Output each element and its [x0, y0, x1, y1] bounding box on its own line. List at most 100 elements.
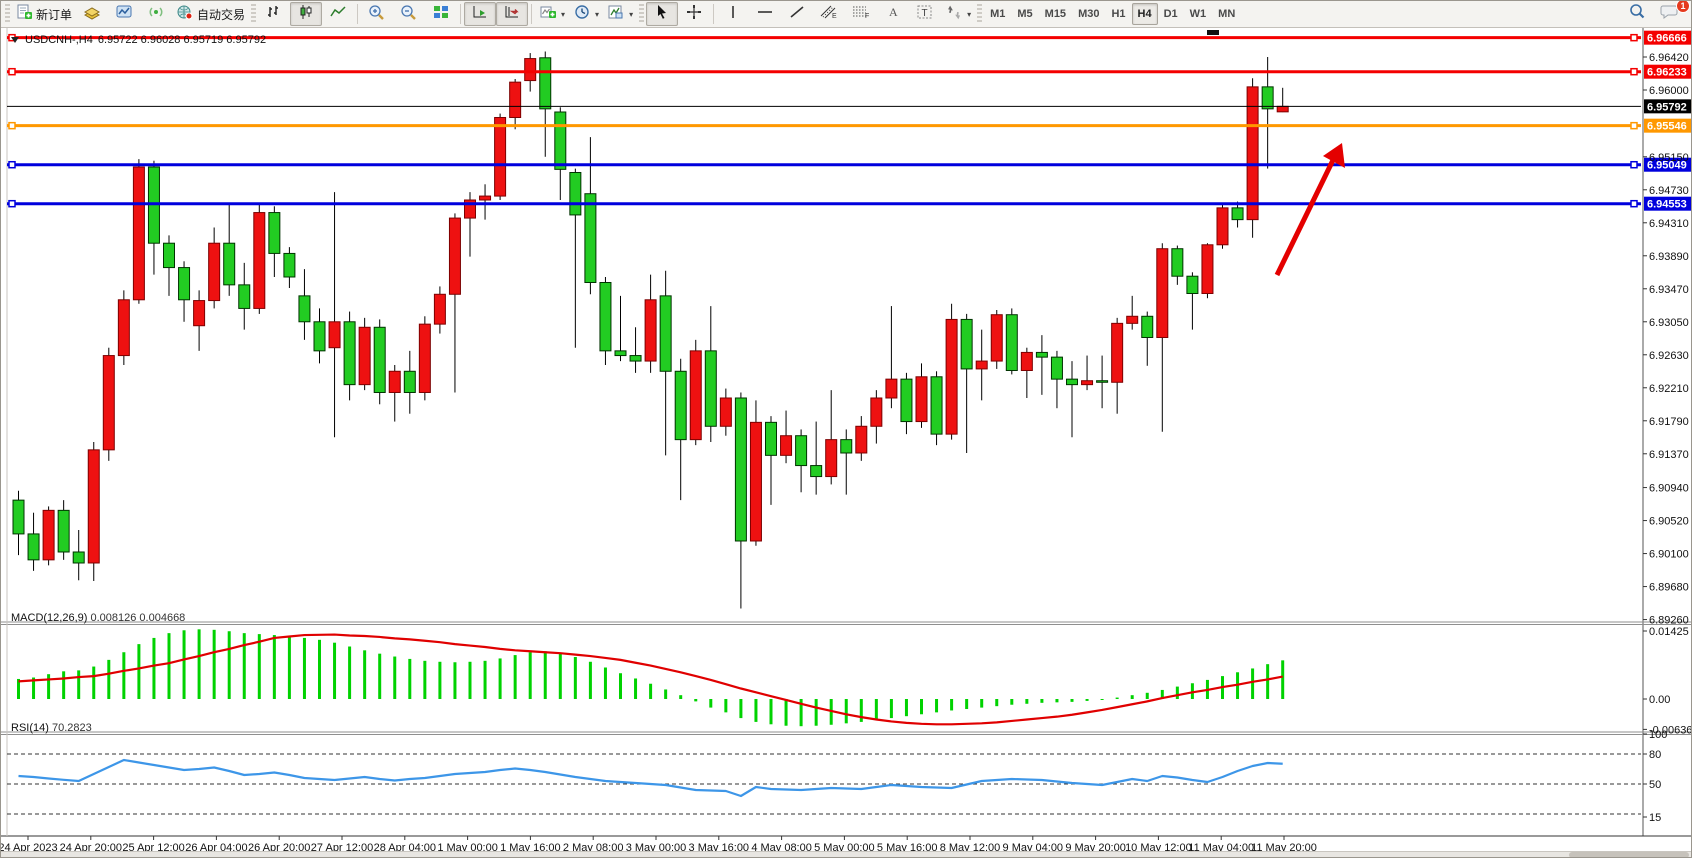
periods-button[interactable]: ▾ — [569, 2, 603, 26]
tile-windows-button[interactable] — [425, 2, 457, 26]
indicators-icon — [539, 4, 557, 25]
candle-up — [418, 323, 431, 393]
timeframe-button-H1[interactable]: H1 — [1111, 8, 1126, 20]
candle-up — [102, 355, 115, 451]
macd-histogram-bar — [573, 657, 577, 699]
macd-histogram-bar — [709, 699, 713, 708]
timeframe-button-M30[interactable]: M30 — [1078, 8, 1100, 20]
text-tool-button[interactable]: A — [877, 2, 909, 26]
candle-up — [1276, 105, 1289, 113]
trendline-tool-button[interactable] — [781, 2, 813, 26]
horizontal-scrollbar[interactable] — [1, 851, 1691, 857]
macd-histogram-bar — [649, 683, 653, 699]
candle-down — [734, 397, 747, 542]
price-line-handle[interactable] — [8, 67, 16, 76]
chart-dropdown-triangle-icon[interactable] — [11, 36, 20, 44]
rsi-scale-label: 80 — [1649, 749, 1661, 761]
chart-shift-button[interactable] — [496, 2, 529, 26]
signals-button[interactable] — [140, 2, 172, 26]
price-scale-label: 6.91370 — [1649, 449, 1689, 461]
price-scale-label: 6.90100 — [1649, 549, 1689, 561]
candle-up — [945, 318, 958, 435]
timeframe-button-D1[interactable]: D1 — [1163, 8, 1178, 20]
candle-up — [855, 425, 868, 454]
vertical-line-tool-button[interactable] — [717, 2, 749, 26]
toolbar-gripper[interactable] — [639, 4, 645, 24]
chart-canvas[interactable]: 0.01425 0.00 -0.006367100 80 50 15 6.96666 6.96… — [1, 28, 1692, 858]
bar-chart-button[interactable] — [258, 2, 290, 26]
candle-down — [1096, 380, 1109, 383]
toolbar-gripper[interactable] — [5, 4, 10, 24]
timeframe-button-W1[interactable]: W1 — [1189, 8, 1207, 20]
price-line-handle[interactable] — [8, 199, 16, 208]
candlestick-chart-icon — [297, 4, 315, 25]
price-scale-label: 6.93890 — [1649, 251, 1689, 263]
new-order-icon — [16, 4, 33, 25]
macd-histogram-bar — [754, 699, 758, 722]
search-button[interactable] — [1621, 2, 1653, 26]
horizontal-line-icon — [756, 4, 774, 25]
timeframe-button-M5[interactable]: M5 — [1017, 8, 1033, 20]
line-chart-button[interactable] — [322, 2, 354, 26]
macd-histogram-bar — [694, 699, 698, 702]
equidistant-channel-tool-button[interactable]: E — [813, 2, 845, 26]
candle-up — [1126, 315, 1139, 324]
cursor-button[interactable] — [646, 2, 679, 26]
price-line-handle[interactable] — [8, 160, 16, 169]
price-line-handle[interactable] — [1630, 33, 1638, 42]
macd-histogram-bar — [32, 677, 36, 699]
zoom-in-button[interactable] — [361, 2, 393, 26]
fibonacci-icon: F — [851, 4, 871, 25]
price-line-handle[interactable] — [1630, 67, 1638, 76]
macd-histogram-bar — [1145, 692, 1149, 699]
price-line-handle[interactable] — [1630, 160, 1638, 169]
trend-arrow-line[interactable] — [1274, 154, 1338, 277]
svg-text:A: A — [889, 5, 898, 19]
candle-up — [1156, 248, 1169, 338]
chart-shift-marker[interactable] — [1207, 30, 1219, 35]
timeframe-button-M15[interactable]: M15 — [1044, 8, 1067, 20]
notifications-button[interactable]: 1 — [1653, 1, 1690, 26]
trend-arrow-head[interactable] — [1323, 143, 1345, 168]
chart-symbol-line: USDCNH-,H4 6.95722 6.96028 6.95719 6.957… — [11, 34, 266, 46]
text-label-tool-button[interactable]: T — [909, 2, 941, 26]
candlestick-chart-button[interactable] — [290, 2, 323, 26]
candle-down — [1035, 351, 1048, 358]
toolbar-gripper[interactable] — [977, 4, 983, 24]
candle-down — [569, 171, 582, 216]
fibonacci-tool-button[interactable]: F — [845, 2, 877, 26]
zoom-out-button[interactable] — [393, 2, 425, 26]
candle-up — [132, 166, 145, 301]
svg-text:F: F — [865, 13, 869, 20]
scrollbar-thumb[interactable] — [1569, 852, 1689, 857]
search-icon — [1628, 3, 1646, 25]
indicators-button[interactable]: ▾ — [535, 2, 569, 26]
templates-button[interactable]: ▾ — [603, 2, 637, 26]
new-order-button[interactable]: 新订单 — [12, 2, 76, 26]
price-line-handle[interactable] — [8, 121, 16, 130]
macd-histogram-bar — [197, 629, 201, 699]
macd-histogram-bar — [634, 678, 638, 699]
text-label-icon: T — [916, 4, 934, 25]
timeframe-button-H4[interactable]: H4 — [1131, 3, 1158, 25]
profiles-icon — [83, 4, 101, 25]
timeframe-button-M1[interactable]: M1 — [990, 8, 1006, 20]
chart-area[interactable]: 0.01425 0.00 -0.006367100 80 50 15 6.96666 6.96… — [1, 28, 1692, 858]
candle-down — [57, 509, 70, 553]
macd-histogram-bar — [769, 699, 773, 725]
price-line-handle[interactable] — [1630, 121, 1638, 130]
charts-window-button[interactable] — [108, 2, 140, 26]
auto-trading-button[interactable]: 自动交易 — [172, 2, 249, 26]
macd-histogram-bar — [257, 634, 261, 699]
horizontal-line-tool-button[interactable] — [749, 2, 781, 26]
profiles-button[interactable] — [76, 2, 108, 26]
arrows-tool-button[interactable]: ▾ — [941, 2, 975, 26]
timeframe-button-MN[interactable]: MN — [1218, 8, 1236, 20]
crosshair-button[interactable] — [678, 2, 710, 26]
price-line-handle[interactable] — [1630, 199, 1638, 208]
macd-histogram-bar — [498, 658, 502, 699]
toolbar-gripper[interactable] — [251, 4, 257, 24]
auto-scroll-button[interactable] — [464, 2, 497, 26]
candle-up — [975, 360, 988, 370]
candle-up — [253, 212, 266, 309]
